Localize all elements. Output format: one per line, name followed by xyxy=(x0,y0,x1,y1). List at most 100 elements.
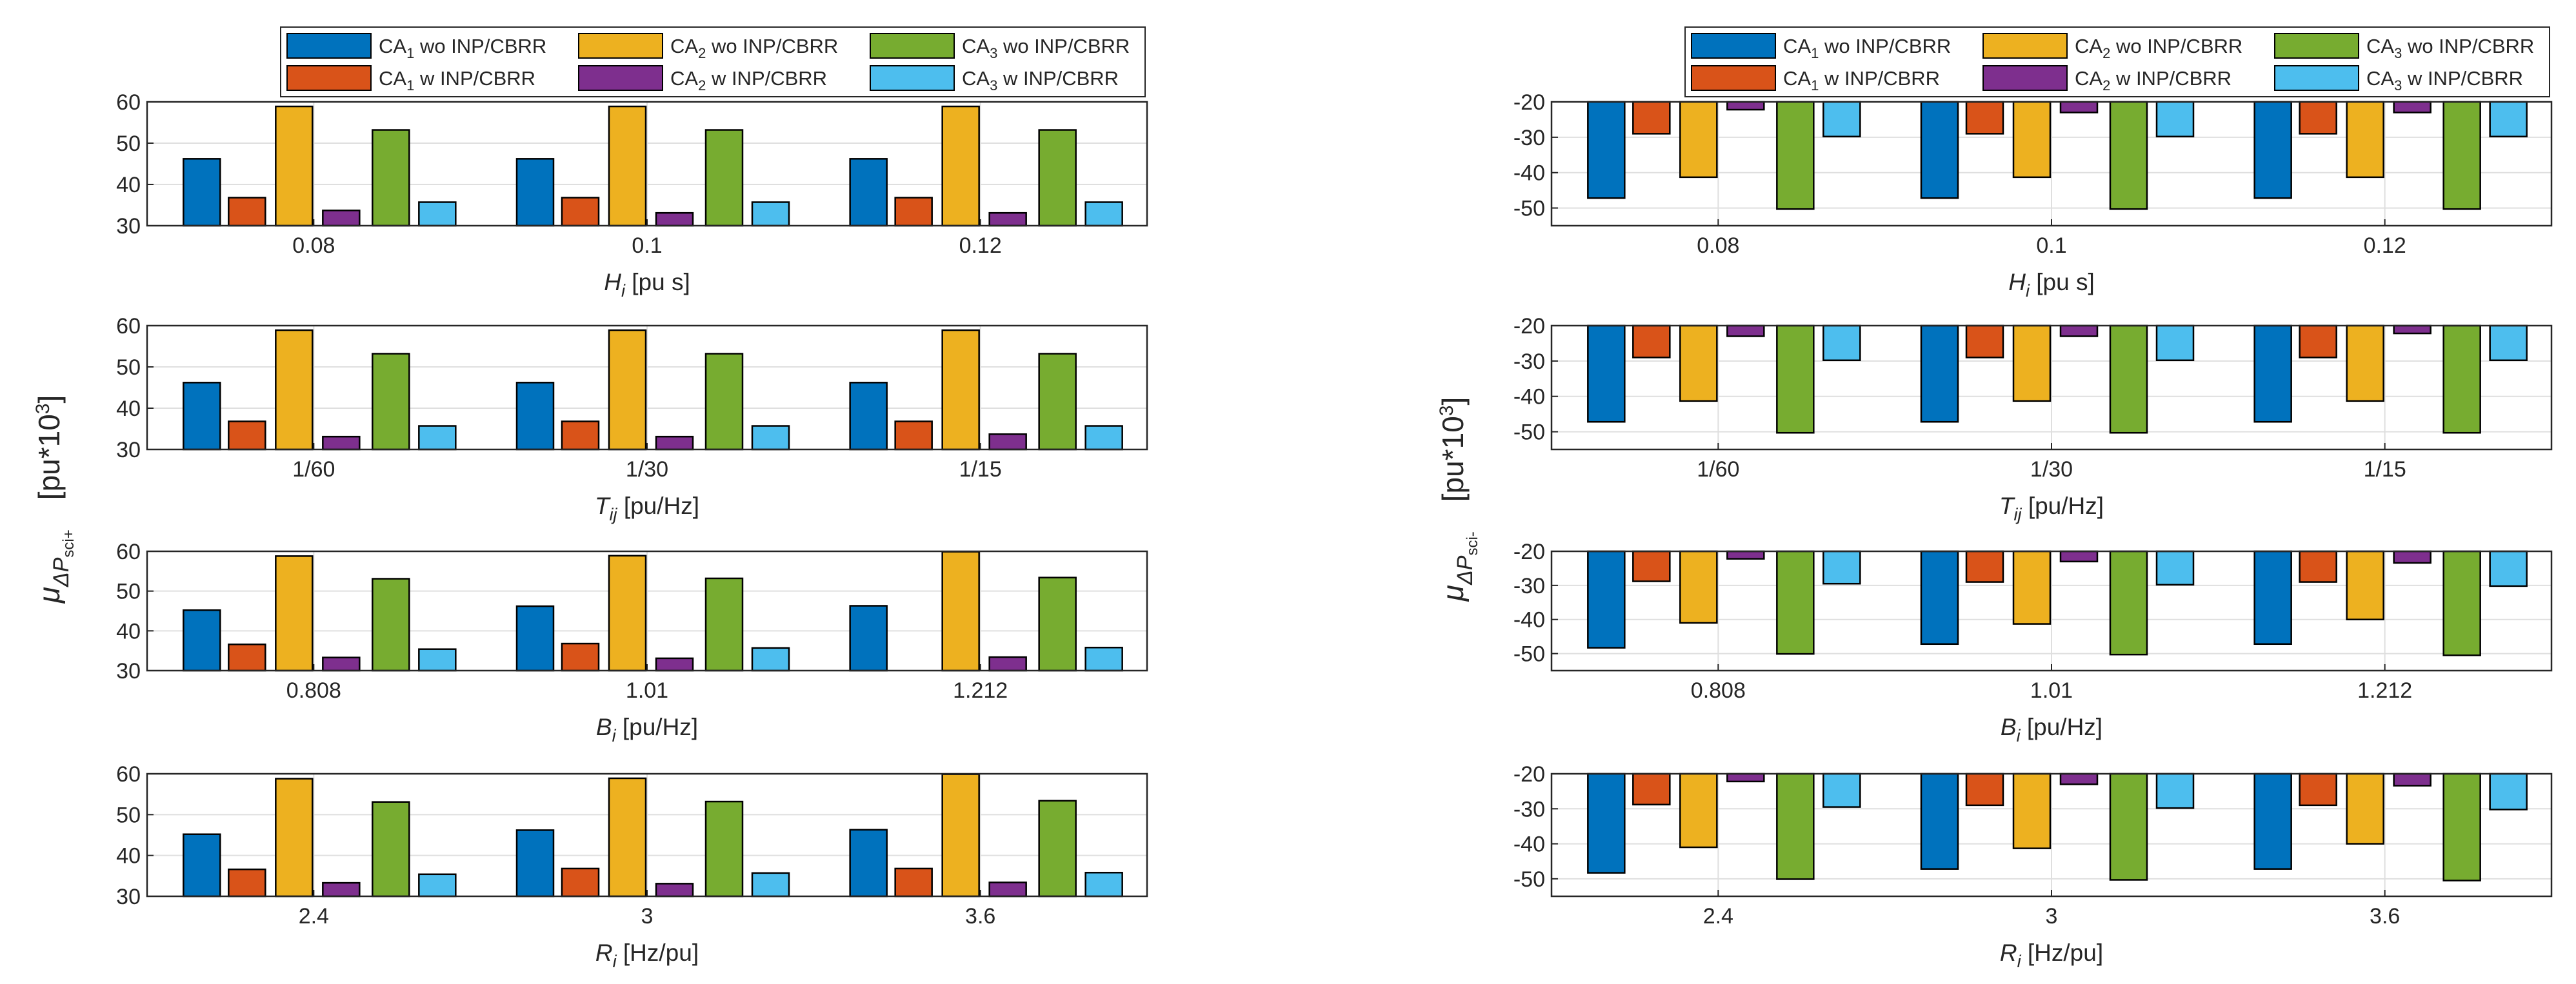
x-tick-label: 0.1 xyxy=(632,233,662,258)
bar-right-2-0-2 xyxy=(1679,550,1718,624)
bar-right-2-0-0 xyxy=(1587,550,1626,649)
bar-right-1-0-4 xyxy=(1776,324,1815,434)
x-label-unit: [Hz/pu] xyxy=(617,940,699,966)
x-tick-label: 0.08 xyxy=(1697,233,1739,258)
legend-pre: CA xyxy=(2075,67,2102,90)
legend-label-right-1: CA1 w INP/CBRR xyxy=(1783,67,1940,93)
x-label-var: B xyxy=(596,714,612,740)
bar-left-0-1-0 xyxy=(515,158,555,227)
bar-left-1-2-1 xyxy=(894,420,933,451)
legend-post: wo INP/CBRR xyxy=(1819,35,1951,57)
legend-swatch-right-5 xyxy=(2274,65,2359,91)
y-label-mu: μ xyxy=(32,587,66,604)
bar-right-1-0-0 xyxy=(1587,324,1626,423)
x-tick-label: 3 xyxy=(641,904,654,929)
legend-post: w INP/CBRR xyxy=(2110,67,2232,90)
x-tick-label: 0.12 xyxy=(2364,233,2406,258)
x-label-var: T xyxy=(1999,493,2015,519)
bar-left-2-2-3 xyxy=(988,656,1027,672)
legend-sub: 3 xyxy=(990,77,997,93)
bar-right-2-1-4 xyxy=(2109,550,2148,656)
y-tick-label: 30 xyxy=(116,438,141,462)
bar-right-0-0-1 xyxy=(1632,101,1671,135)
legend-post: wo INP/CBRR xyxy=(997,35,1130,57)
legend-pre: CA xyxy=(2075,35,2102,57)
bar-left-3-2-3 xyxy=(988,881,1027,898)
legend-sub: 2 xyxy=(2102,77,2110,93)
legend-sub: 2 xyxy=(698,77,706,93)
legend-post: w INP/CBRR xyxy=(2402,67,2523,90)
legend-label-right-4: CA3 wo INP/CBRR xyxy=(2366,35,2534,61)
legend-box xyxy=(1684,26,2550,97)
x-tick-label: 1/30 xyxy=(626,457,668,482)
bar-right-3-0-5 xyxy=(1822,772,1861,808)
bar-left-2-0-0 xyxy=(183,609,221,672)
x-tick-label: 2.4 xyxy=(1703,904,1733,929)
bar-right-3-0-0 xyxy=(1587,772,1626,874)
bar-left-1-1-4 xyxy=(704,353,744,451)
bar-left-3-1-4 xyxy=(704,800,744,898)
y-tick-label: 40 xyxy=(116,173,141,197)
bar-right-2-1-5 xyxy=(2155,550,2195,586)
x-axis-label: Ri [Hz/pu] xyxy=(2000,940,2103,971)
bar-left-0-1-1 xyxy=(561,197,600,227)
y-tick-label: -20 xyxy=(1513,540,1545,564)
legend-swatch-right-4 xyxy=(2274,33,2359,59)
y-tick-label: 30 xyxy=(116,885,141,909)
y-tick-label: 30 xyxy=(116,659,141,684)
x-tick-label: 0.1 xyxy=(2036,233,2066,258)
legend-pre: CA xyxy=(2366,35,2394,57)
bar-right-3-1-3 xyxy=(2059,772,2099,785)
y-tick-label: 60 xyxy=(116,540,141,564)
legend-label-left-5: CA3 w INP/CBRR xyxy=(962,67,1119,93)
legend-sub: 2 xyxy=(2102,45,2110,61)
y-tick-label: -50 xyxy=(1513,197,1545,221)
legend-sub: 1 xyxy=(406,45,414,61)
y-tick-label: -30 xyxy=(1513,126,1545,150)
bar-left-1-1-2 xyxy=(608,329,647,451)
bar-left-0-0-4 xyxy=(372,129,410,227)
legend-swatch-right-1 xyxy=(1691,65,1776,91)
x-axis-label: Bi [pu/Hz] xyxy=(2001,714,2102,745)
y-tick-label: -20 xyxy=(1513,314,1545,339)
y-label-sub: sci- xyxy=(1464,531,1481,555)
legend-sub: 3 xyxy=(2394,77,2402,93)
bar-right-2-0-5 xyxy=(1822,550,1861,585)
x-axis-label: Tij [pu/Hz] xyxy=(595,493,699,524)
legend-box xyxy=(280,26,1146,97)
bar-right-0-2-5 xyxy=(2489,101,2528,138)
bar-right-0-1-1 xyxy=(1965,101,2004,135)
bar-left-2-2-0 xyxy=(849,605,888,672)
bar-left-3-0-5 xyxy=(418,873,457,898)
bar-right-3-2-3 xyxy=(2393,772,2431,787)
bar-right-1-1-1 xyxy=(1965,324,2004,359)
bar-left-3-1-0 xyxy=(515,829,555,898)
x-label-var: T xyxy=(595,493,611,519)
bar-left-3-2-1 xyxy=(894,867,933,898)
y-tick-label: 50 xyxy=(116,580,141,604)
legend-sub: 2 xyxy=(698,45,706,61)
bar-right-0-2-0 xyxy=(2253,101,2292,199)
bar-right-2-2-5 xyxy=(2489,550,2528,587)
legend-pre: CA xyxy=(2366,67,2394,90)
bar-right-2-1-1 xyxy=(1965,550,2004,583)
bar-right-3-2-5 xyxy=(2489,772,2528,811)
bar-left-2-2-5 xyxy=(1084,646,1123,672)
bar-left-3-2-0 xyxy=(849,829,888,898)
legend-sub: 1 xyxy=(1811,77,1819,93)
x-tick-label: 1/15 xyxy=(2364,457,2406,482)
bar-left-2-0-3 xyxy=(322,656,361,672)
x-tick-label: 2.4 xyxy=(299,904,329,929)
bar-left-1-2-2 xyxy=(941,329,980,451)
y-tick-label: -30 xyxy=(1513,349,1545,374)
x-tick-label: 1.01 xyxy=(2030,678,2073,703)
bar-right-2-2-4 xyxy=(2442,550,2481,656)
x-tick-label: 1/15 xyxy=(959,457,1002,482)
legend-label-left-0: CA1 wo INP/CBRR xyxy=(379,35,546,61)
bar-left-0-0-3 xyxy=(322,210,361,227)
x-label-sub: i xyxy=(2017,952,2022,971)
legend-label-right-0: CA1 wo INP/CBRR xyxy=(1783,35,1951,61)
bar-right-2-2-2 xyxy=(2346,550,2384,620)
bar-left-1-2-4 xyxy=(1038,353,1077,451)
bar-left-1-1-1 xyxy=(561,420,600,451)
